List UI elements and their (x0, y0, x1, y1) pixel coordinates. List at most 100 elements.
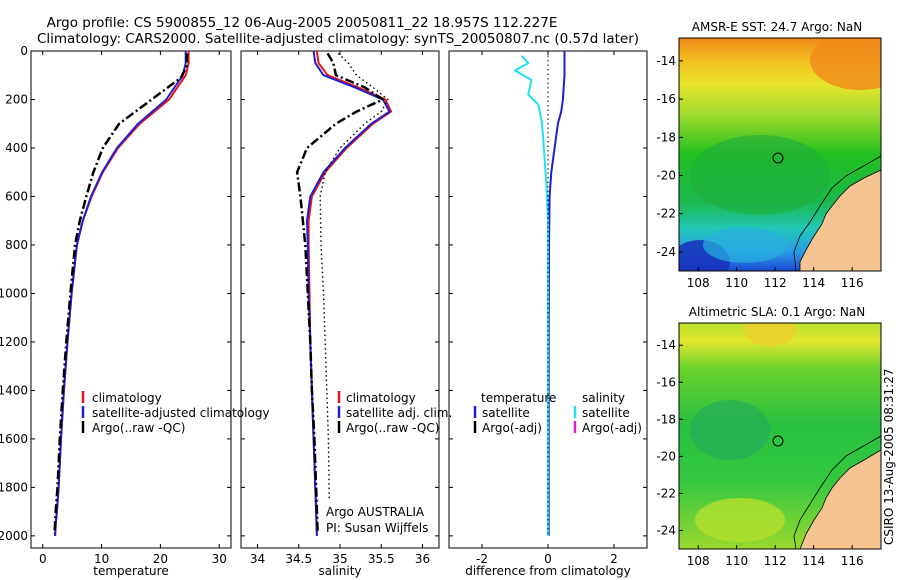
map-y-tick-label: -22 (656, 207, 676, 221)
map-x-tick-label: 112 (764, 554, 787, 568)
x-axis-label: difference from climatology (465, 564, 631, 578)
legend-label-satellite: satellite-adjusted climatology (92, 406, 270, 420)
legend-label-sal-satellite: satellite (582, 406, 630, 420)
x-tick-label: 35.5 (368, 552, 395, 566)
map-x-tick-label: 116 (841, 554, 864, 568)
y-tick-label: 600 (5, 189, 28, 203)
x-tick-label: 20 (153, 552, 168, 566)
legend-label-climatology: climatology (92, 391, 162, 405)
x-axis-label: temperature (93, 564, 168, 578)
legend-label-argo: Argo(..raw -QC) (92, 421, 185, 435)
salinity-legend: climatology satellite adj. clim. Argo(..… (337, 391, 452, 435)
figure-title-line1: Argo profile: CS 5900855_12 06-Aug-2005 … (47, 15, 558, 31)
map-y-tick-label: -20 (656, 169, 676, 183)
y-tick-label: 800 (5, 238, 28, 252)
legend-label-temp-argo: Argo(-adj) (482, 421, 542, 435)
legend-label-satellite: satellite adj. clim. (346, 406, 452, 420)
plot-frame (30, 50, 232, 549)
sst-float-marker (772, 152, 784, 164)
difference-legend: temperature salinity satellite Argo(-adj… (473, 391, 642, 435)
sst-land (799, 169, 881, 271)
figure-title-line2: Climatology: CARS2000. Satellite-adjuste… (37, 31, 639, 47)
x-tick-label: 34.5 (285, 552, 312, 566)
credit-line2: PI: Susan Wijffels (326, 521, 428, 535)
map-x-tick-label: 110 (725, 276, 748, 290)
y-tick-label: 400 (5, 141, 28, 155)
x-tick-label: 36 (415, 552, 430, 566)
sla-map-title: Altimetric SLA: 0.1 Argo: NaN (689, 305, 865, 319)
sst-map-panel: AMSR-E SST: 24.7 Argo: NaN 108 110 112 114 1… (656, 20, 882, 290)
map-y-tick-label: -20 (656, 449, 676, 463)
map-x-tick-label: 114 (802, 554, 825, 568)
x-tick-label: 0 (544, 552, 552, 566)
x-axis-label: salinity (318, 564, 361, 578)
sla-low-patch (690, 400, 770, 460)
sla-map-panel: Altimetric SLA: 0.1 Argo: NaN 108 110 112 1… (656, 305, 882, 568)
map-y-tick-label: -18 (656, 412, 676, 426)
series-line-satellite (54, 51, 187, 536)
map-y-tick-label: -16 (656, 92, 676, 106)
sst-coast-contour (793, 155, 881, 271)
x-tick-label: 2 (610, 552, 618, 566)
series-line-argo-adjusted (319, 52, 389, 500)
timestamp-stamp: CSIRO 13-Aug-2005 08:31:27 (882, 369, 896, 545)
sst-map-frame (678, 37, 882, 272)
series-line-temperature-satellite (547, 51, 566, 536)
sst-warm-patch (810, 38, 881, 90)
map-y-tick-label: -14 (656, 338, 676, 352)
map-x-tick-label: 112 (764, 276, 787, 290)
series-line-salinity-satellite (514, 55, 549, 536)
x-tick-label: 10 (94, 552, 109, 566)
x-tick-label: 35 (332, 552, 347, 566)
sst-cyan-patch (703, 227, 787, 263)
sst-map-title: AMSR-E SST: 24.7 Argo: NaN (692, 20, 862, 34)
map-y-tick-label: -24 (656, 523, 676, 537)
map-y-tick-label: -22 (656, 486, 676, 500)
x-tick-label: 0 (39, 552, 47, 566)
map-x-tick-label: 110 (725, 554, 748, 568)
legend-label-climatology: climatology (346, 391, 416, 405)
map-y-tick-label: -18 (656, 130, 676, 144)
sla-bright-patch (695, 498, 785, 542)
y-tick-label: 1200 (0, 335, 28, 349)
y-tick-label: 1400 (0, 383, 28, 397)
legend-label-temp-satellite: satellite (482, 406, 530, 420)
x-tick-label: -2 (476, 552, 488, 566)
x-tick-label: 30 (212, 552, 227, 566)
series-line-satellite (306, 50, 391, 536)
map-x-tick-label: 114 (802, 276, 825, 290)
series-line-argo (53, 53, 189, 534)
y-tick-label: 1000 (0, 286, 28, 300)
legend-title-salinity: salinity (582, 391, 625, 405)
salinity-profile-panel: 34 34.5 35 35.5 36 salinity (240, 50, 440, 578)
y-tick-label: 0 (20, 44, 28, 58)
map-x-tick-label: 108 (687, 276, 710, 290)
map-y-tick-label: -14 (656, 54, 676, 68)
map-y-tick-label: -16 (656, 375, 676, 389)
series-line-climatology (54, 51, 190, 536)
sla-coast-contour (793, 435, 881, 549)
temperature-legend: climatology satellite-adjusted climatolo… (81, 391, 270, 435)
sla-map-frame (678, 322, 882, 550)
credit-line1: Argo AUSTRALIA (326, 505, 425, 519)
map-y-tick-label: -24 (656, 245, 676, 259)
sst-green-patch (690, 135, 830, 215)
legend-label-argo: Argo(..raw -QC) (346, 421, 439, 435)
y-tick-label: 2000 (0, 529, 28, 543)
y-tick-label: 1600 (0, 432, 28, 446)
sla-high-patch (744, 323, 796, 346)
x-tick-label: 34 (250, 552, 265, 566)
legend-label-sal-argo: Argo(-adj) (582, 421, 642, 435)
plot-frame (240, 50, 440, 549)
y-tick-label: 1800 (0, 480, 28, 494)
legend-title-temperature: temperature (481, 391, 556, 405)
map-x-tick-label: 116 (841, 276, 864, 290)
sla-float-marker (772, 435, 784, 447)
y-tick-label: 200 (5, 92, 28, 106)
map-x-tick-label: 108 (687, 554, 710, 568)
series-line-climatology (307, 50, 393, 536)
series-line-argo (295, 52, 385, 534)
temperature-profile-panel: 0 10 20 30 temperature 0 200 400 600 800 1000 1200 1… (0, 44, 232, 578)
